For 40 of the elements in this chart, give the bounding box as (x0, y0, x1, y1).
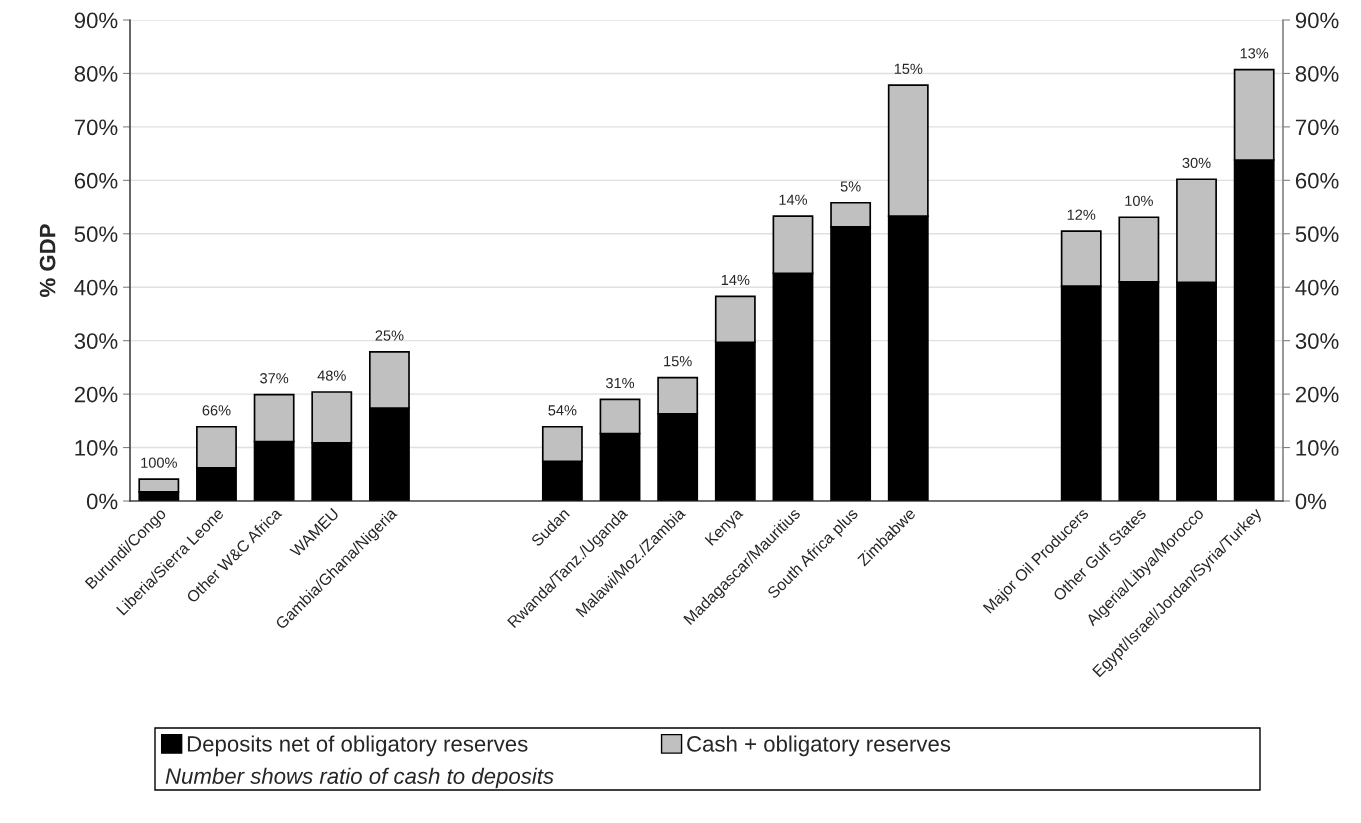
text: Number shows ratio of cash to deposits (165, 767, 554, 789)
y-axis-title: % GDP (39, 224, 56, 297)
y-tick-label: 40% (74, 279, 118, 296)
annotation: 12% (1067, 209, 1096, 220)
y2-tick-label: 20% (1295, 386, 1339, 403)
legend-label: Deposits net of obligatory reserves (187, 735, 528, 757)
y2-tick-label: 80% (1295, 65, 1339, 82)
annotation: 14% (721, 274, 750, 286)
y2-tick-label: 30% (1295, 333, 1339, 349)
annotation: 13% (1240, 48, 1269, 59)
y-tick-label: 60% (74, 172, 118, 189)
y2-tick-label: 50% (1295, 226, 1339, 243)
y2-tick-label: 10% (1296, 440, 1339, 456)
annotation: 48% (317, 370, 346, 381)
annotation: 66% (202, 405, 231, 416)
annotation: 15% (894, 63, 923, 74)
y2-tick-label: 60% (1295, 172, 1339, 189)
annotation: 25% (375, 330, 404, 341)
y2-tick-label: 40% (1295, 279, 1339, 296)
annotation: 5% (840, 181, 861, 192)
annotation: 30% (1182, 157, 1211, 169)
y-tick-label: 30% (74, 333, 118, 349)
y2-tick-label: 90% (1295, 12, 1339, 29)
annotation: 10% (1125, 195, 1153, 206)
y-tick-label: 70% (74, 119, 118, 136)
annotation: 37% (260, 373, 289, 384)
annotation: 31% (605, 377, 635, 389)
annotation: 100% (141, 457, 177, 468)
y-tick-label: 10% (75, 440, 118, 456)
annotation: 15% (664, 356, 692, 367)
y2-tick-label: 70% (1295, 119, 1339, 136)
y-tick-label: 20% (74, 386, 118, 403)
y-tick-label: 80% (74, 65, 118, 82)
y-tick-label: 50% (74, 226, 118, 243)
annotation: 14% (779, 194, 808, 205)
y-tick-label: 90% (74, 12, 118, 29)
y2-tick-label: 0% (1295, 493, 1327, 510)
legend-label: Cash + obligatory reserves (687, 735, 951, 757)
annotation: 54% (548, 405, 577, 416)
y-tick-label: 0% (86, 493, 118, 510)
